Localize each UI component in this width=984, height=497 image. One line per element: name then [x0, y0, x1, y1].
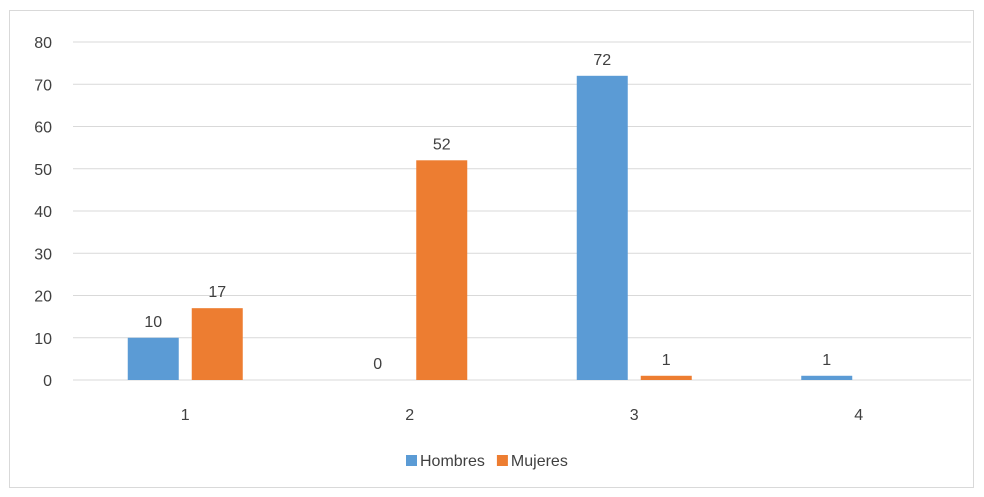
- y-tick-label: 50: [34, 162, 52, 179]
- x-tick-label: 3: [630, 407, 639, 424]
- legend-label-mujeres: Mujeres: [511, 453, 568, 470]
- y-tick-label: 10: [34, 331, 52, 348]
- bar-hombres-3: [576, 75, 628, 381]
- data-label-hombres-2: 0: [373, 356, 382, 373]
- data-label-hombres-4: 1: [822, 352, 831, 369]
- y-tick-label: 60: [34, 120, 52, 137]
- bar-mujeres-1: [191, 308, 243, 380]
- legend-label-hombres: Hombres: [420, 453, 485, 470]
- data-label-hombres-3: 72: [593, 52, 611, 69]
- y-axis-tick-labels: 0 10 20 30 40 50 60 70 80: [34, 35, 52, 390]
- bars: [127, 75, 853, 381]
- x-tick-label: 2: [405, 407, 414, 424]
- legend-swatch-mujeres: [496, 455, 508, 466]
- y-tick-label: 30: [34, 246, 52, 263]
- chart-frame: [9, 10, 974, 488]
- legend: Hombres Mujeres: [406, 453, 568, 470]
- data-labels: 10 17 0 52 72 1 1: [144, 52, 831, 373]
- data-label-mujeres-2: 52: [433, 136, 451, 153]
- y-tick-label: 20: [34, 289, 52, 306]
- x-tick-label: 1: [181, 407, 190, 424]
- y-tick-label: 70: [34, 77, 52, 94]
- x-tick-label: 4: [854, 407, 863, 424]
- y-tick-label: 0: [43, 373, 52, 390]
- data-label-mujeres-1: 17: [208, 284, 226, 301]
- y-tick-label: 80: [34, 35, 52, 52]
- data-label-mujeres-3: 1: [662, 352, 671, 369]
- bar-hombres-1: [127, 337, 179, 380]
- bar-mujeres-3: [640, 375, 692, 380]
- bar-hombres-4: [801, 375, 853, 380]
- data-label-hombres-1: 10: [144, 314, 162, 331]
- y-tick-label: 40: [34, 204, 52, 221]
- legend-swatch-hombres: [406, 455, 417, 466]
- bar-mujeres-2: [416, 160, 468, 380]
- x-axis-tick-labels: 1 2 3 4: [181, 407, 864, 424]
